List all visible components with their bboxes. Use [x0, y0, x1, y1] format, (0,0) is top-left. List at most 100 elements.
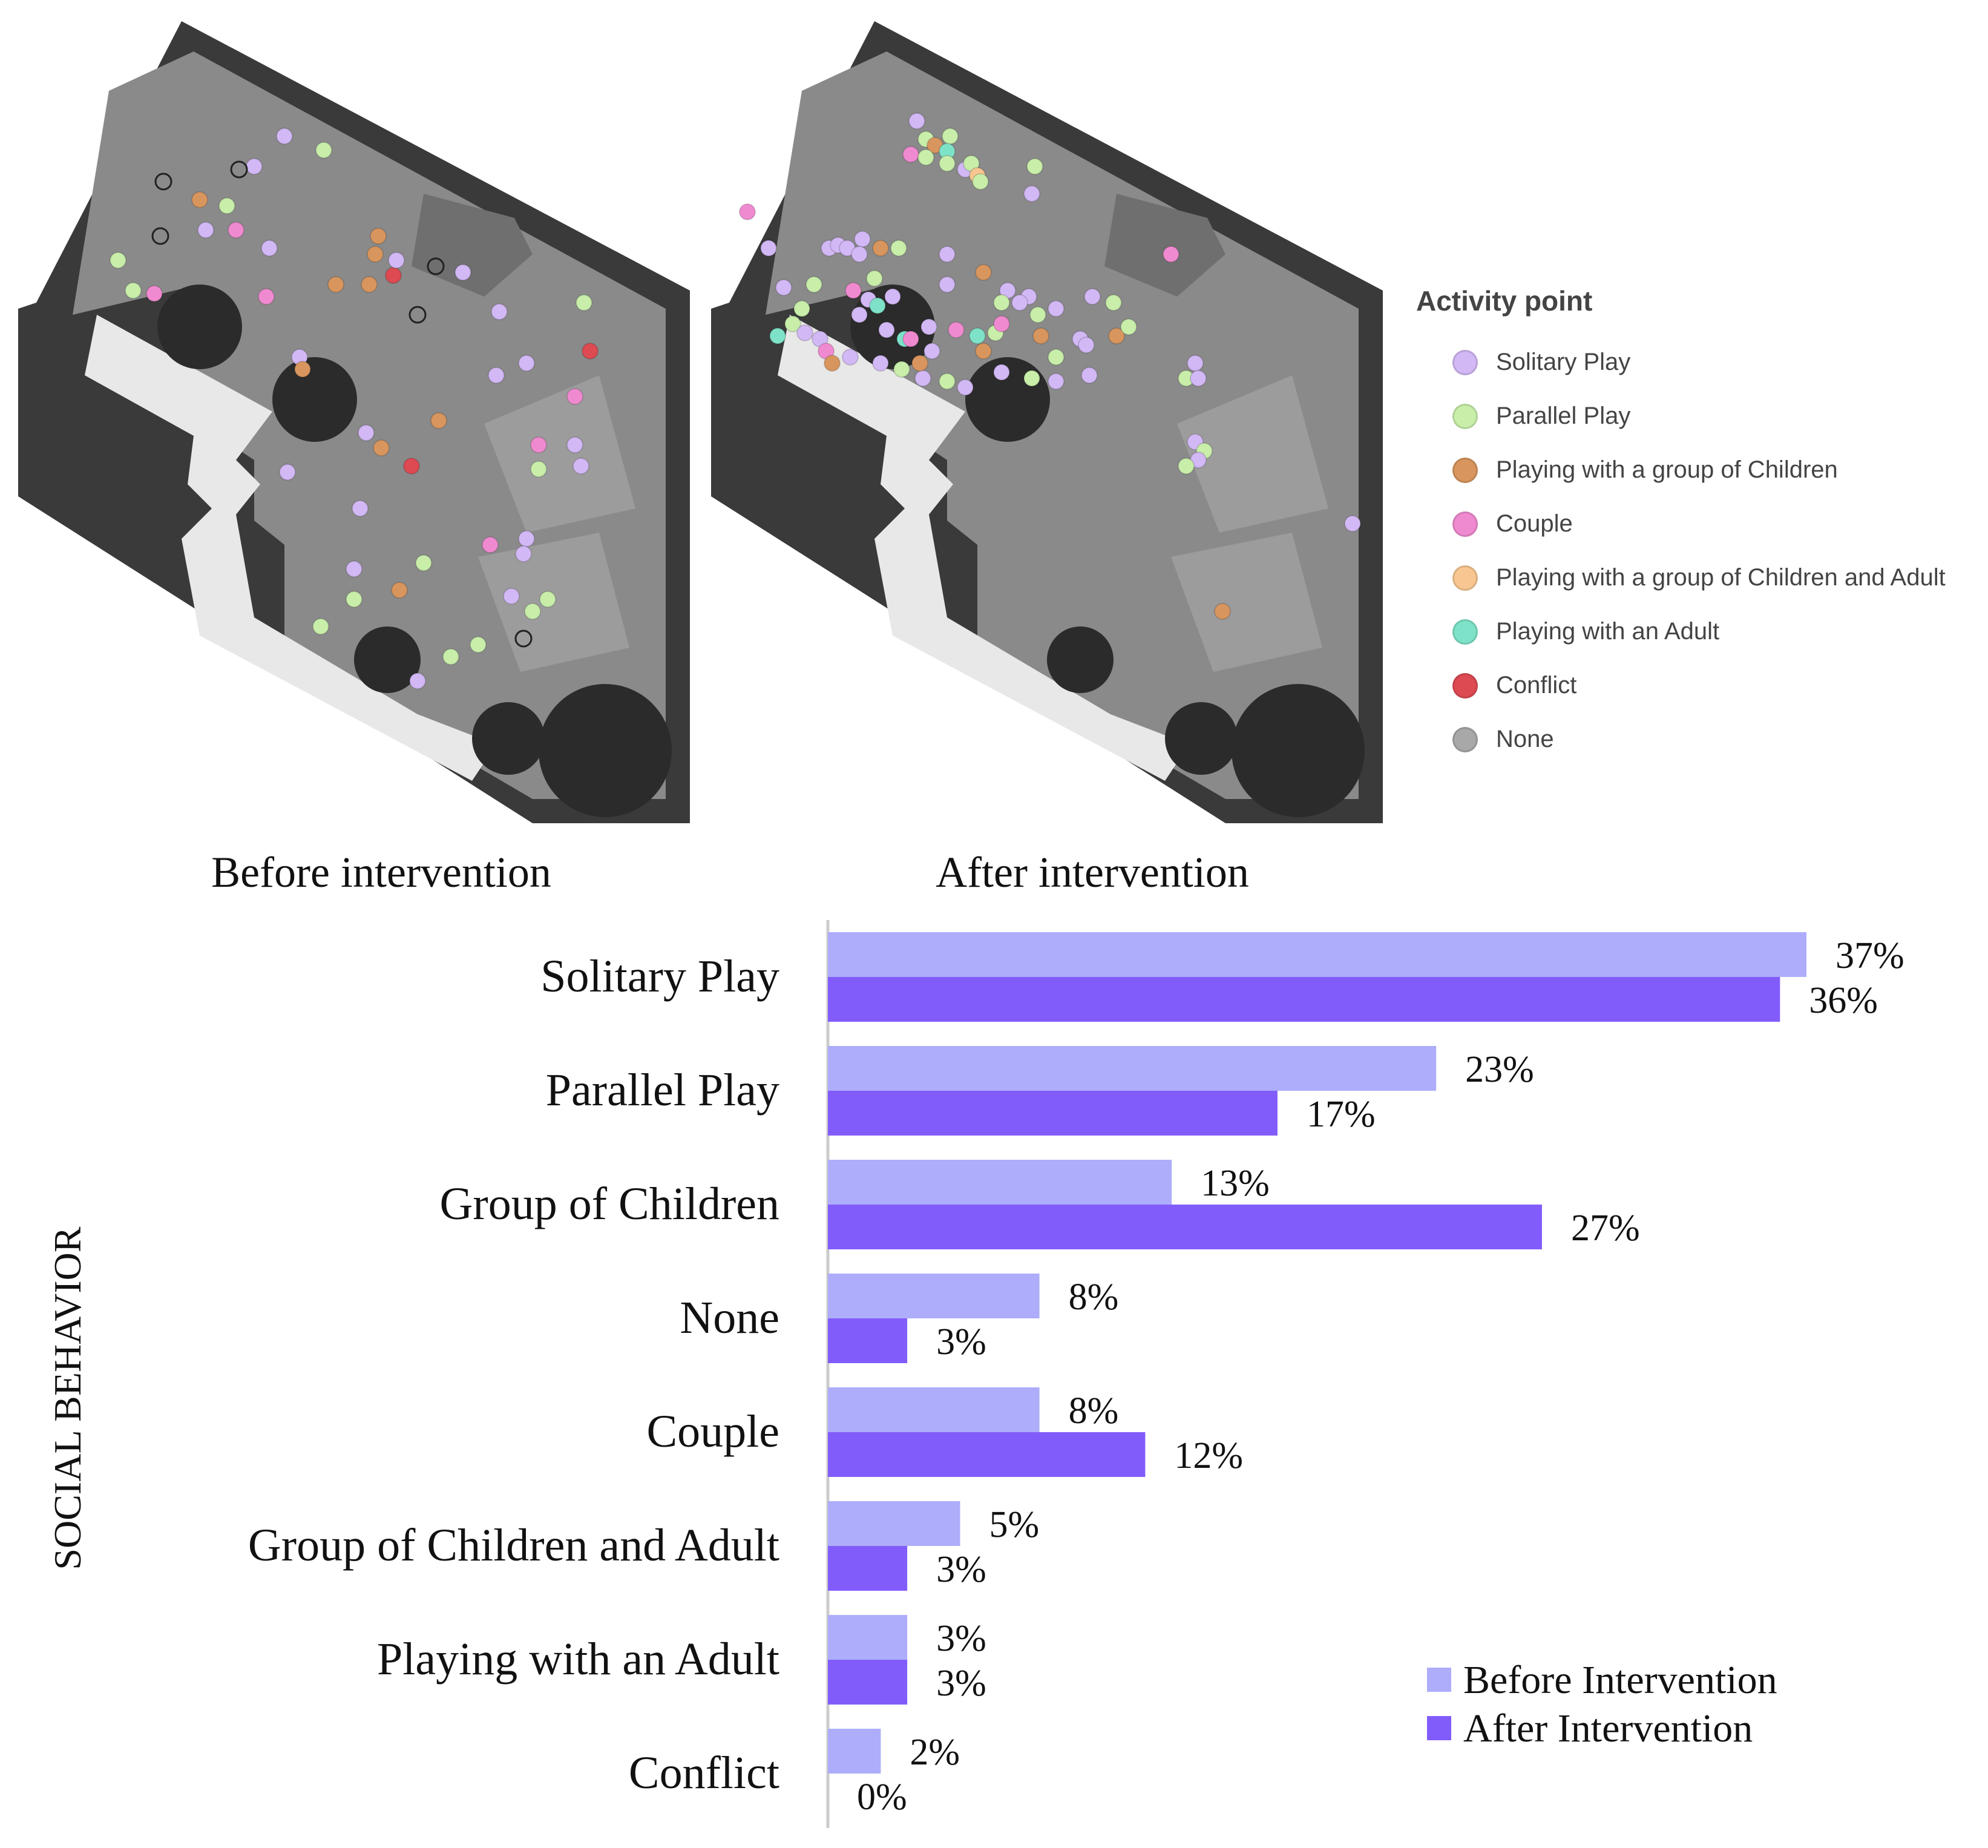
bar-before	[828, 1387, 1040, 1432]
activity-point	[917, 149, 934, 166]
activity-point	[403, 458, 420, 475]
activity-point	[218, 197, 235, 214]
activity-point	[914, 370, 931, 387]
activity-point	[957, 379, 974, 396]
activity-point	[793, 300, 810, 317]
data-label: 37%	[1835, 935, 1904, 976]
activity-point	[370, 228, 387, 245]
chart-legend-label: Before Intervention	[1463, 1658, 1777, 1702]
activity-legend-label: Couple	[1496, 510, 1573, 537]
activity-point	[346, 561, 362, 577]
activity-point	[388, 252, 405, 269]
activity-point	[514, 630, 533, 648]
map-tree	[1165, 702, 1238, 775]
legend-dot-icon	[1452, 457, 1478, 483]
activity-point	[890, 240, 907, 257]
activity-point	[488, 367, 505, 384]
activity-point	[911, 355, 928, 372]
activity-point	[939, 373, 956, 390]
activity-legend-item: Playing with an Adult	[1416, 605, 1985, 659]
map-tree	[354, 626, 421, 693]
data-label: 13%	[1201, 1163, 1270, 1204]
activity-legend-title: Activity point	[1416, 285, 1593, 317]
activity-point	[942, 128, 959, 145]
legend-dot-icon	[1452, 565, 1478, 591]
data-label: 27%	[1571, 1208, 1640, 1249]
data-label: 0%	[857, 1777, 907, 1818]
activity-point	[530, 461, 547, 478]
activity-legend-label: Parallel Play	[1496, 403, 1631, 429]
activity-legend-label: Conflict	[1496, 672, 1577, 699]
activity-point	[842, 349, 859, 366]
activity-legend-label: Playing with a group of Children and Adu…	[1496, 564, 1946, 591]
activity-point	[1108, 327, 1125, 344]
activity-point	[191, 191, 208, 208]
data-label: 3%	[936, 1618, 986, 1659]
activity-point	[385, 267, 402, 284]
data-label: 17%	[1307, 1094, 1376, 1135]
activity-point	[948, 321, 965, 338]
activity-point	[197, 222, 214, 238]
activity-point	[739, 203, 756, 220]
activity-point	[1084, 288, 1101, 305]
activity-legend-item: Parallel Play	[1416, 389, 1985, 443]
map-play-pad	[1171, 533, 1322, 672]
map-tree	[1232, 684, 1365, 817]
activity-point	[769, 327, 786, 344]
activity-point	[1078, 337, 1095, 353]
data-label: 3%	[936, 1321, 986, 1363]
activity-point	[346, 591, 362, 608]
activity-point	[1120, 318, 1137, 335]
activity-legend-item: Solitary Play	[1416, 335, 1985, 389]
legend-swatch-icon	[1427, 1716, 1451, 1740]
activity-point	[230, 160, 248, 179]
activity-point	[491, 303, 508, 320]
activity-point	[1163, 246, 1179, 263]
activity-point	[878, 321, 895, 338]
activity-legend-item: Couple	[1416, 497, 1985, 551]
activity-point	[315, 142, 332, 159]
activity-point	[576, 294, 592, 311]
activity-legend: Activity point Solitary Play Parallel Pla…	[1416, 284, 1985, 766]
activity-point	[993, 315, 1010, 332]
activity-point	[1011, 294, 1028, 311]
activity-point	[1178, 458, 1195, 475]
activity-point	[572, 458, 589, 475]
activity-point	[1023, 185, 1040, 202]
activity-point	[530, 436, 547, 453]
activity-point	[430, 412, 447, 429]
category-label: None	[680, 1292, 779, 1343]
activity-point	[972, 173, 989, 190]
activity-point	[110, 252, 126, 269]
bar-before	[828, 1615, 908, 1660]
data-label: 12%	[1174, 1435, 1243, 1476]
activity-point	[784, 315, 801, 332]
activity-point	[908, 113, 925, 130]
category-label: Group of Children	[440, 1179, 779, 1229]
activity-point	[409, 672, 426, 689]
activity-point	[1029, 306, 1046, 323]
y-axis-title: SOCIAL BEHAVIOR	[46, 1226, 89, 1570]
category-label: Group of Children and Adult	[248, 1520, 779, 1571]
activity-point	[1026, 158, 1043, 175]
activity-point	[228, 222, 244, 238]
activity-point	[503, 588, 520, 605]
activity-point	[939, 155, 956, 172]
activity-point	[851, 246, 868, 263]
legend-dot-icon	[1452, 726, 1478, 752]
activity-point	[939, 246, 956, 263]
activity-point	[775, 279, 792, 296]
activity-point	[993, 294, 1010, 311]
activity-point	[276, 128, 293, 145]
activity-point	[454, 264, 471, 281]
activity-legend-label: Playing with a group of Children	[1496, 456, 1838, 483]
activity-point	[796, 324, 813, 341]
social-behavior-bar-chart: SOCIAL BEHAVIOR Solitary Play 37%36% Parall…	[46, 920, 1904, 1828]
data-label: 8%	[1069, 1277, 1119, 1318]
activity-legend-label: None	[1496, 726, 1554, 752]
bar-before	[828, 1729, 881, 1774]
activity-point	[246, 158, 263, 175]
map-play-pad	[484, 375, 635, 533]
bar-after	[828, 1205, 1542, 1249]
activity-point	[408, 306, 427, 324]
